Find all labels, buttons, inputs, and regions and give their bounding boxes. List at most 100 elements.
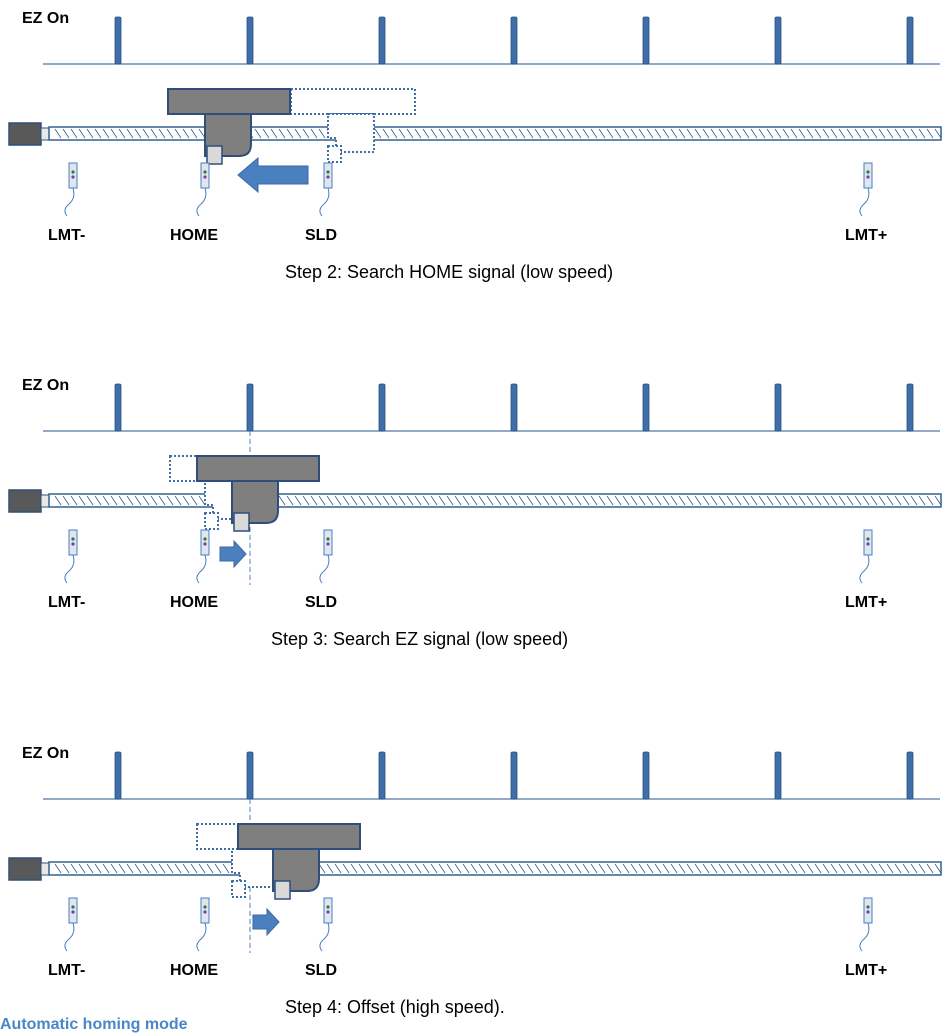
thread-mark (502, 495, 510, 506)
thread-mark (702, 128, 710, 139)
thread-mark (582, 128, 590, 139)
sensor-label-lmt-minus: LMT- (48, 594, 85, 611)
thread-mark (526, 128, 534, 139)
thread-mark (358, 863, 366, 874)
thread-mark (566, 495, 574, 506)
thread-mark (822, 128, 830, 139)
sensor-led-purple (866, 910, 870, 914)
thread-mark (582, 863, 590, 874)
thread-mark (398, 128, 406, 139)
thread-mark (870, 495, 878, 506)
thread-mark (614, 863, 622, 874)
thread-mark (886, 495, 894, 506)
thread-mark (446, 495, 454, 506)
thread-mark (934, 495, 942, 506)
sensor-label-home: HOME (170, 227, 218, 244)
thread-mark (438, 128, 446, 139)
sensor-cable (859, 187, 870, 217)
thread-mark (630, 863, 638, 874)
thread-mark (758, 128, 766, 139)
carriage-dog (233, 512, 250, 532)
thread-mark (478, 128, 486, 139)
thread-mark (830, 495, 838, 506)
step-caption: Step 3: Search EZ signal (low speed) (271, 629, 568, 649)
motor (8, 122, 42, 146)
thread-mark (694, 863, 702, 874)
thread-mark (606, 495, 614, 506)
sensor-label-sld: SLD (305, 962, 337, 979)
thread-mark (606, 128, 614, 139)
thread-mark (134, 495, 142, 506)
thread-mark (774, 863, 782, 874)
thread-mark (150, 495, 158, 506)
thread-mark (334, 495, 342, 506)
thread-mark (806, 128, 814, 139)
thread-mark (326, 495, 334, 506)
ez-pulse (246, 16, 254, 65)
thread-mark (878, 495, 886, 506)
thread-mark (654, 863, 662, 874)
step-caption: Step 4: Offset (high speed). (285, 997, 505, 1017)
thread-mark (806, 863, 814, 874)
thread-mark (62, 495, 70, 506)
thread-mark (926, 495, 934, 506)
thread-mark (334, 863, 342, 874)
thread-mark (342, 495, 350, 506)
thread-mark (854, 863, 862, 874)
thread-mark (374, 128, 382, 139)
thread-mark (318, 128, 326, 139)
thread-mark (918, 495, 926, 506)
thread-mark (574, 495, 582, 506)
sensor-led-green (326, 170, 330, 174)
thread-mark (494, 863, 502, 874)
thread-mark (622, 863, 630, 874)
thread-mark (638, 495, 646, 506)
thread-mark (614, 128, 622, 139)
thread-mark (614, 495, 622, 506)
thread-mark (422, 128, 430, 139)
thread-mark (422, 863, 430, 874)
ez-pulse (774, 751, 782, 800)
thread-mark (518, 863, 526, 874)
thread-mark (566, 128, 574, 139)
thread-mark (734, 863, 742, 874)
thread-mark (382, 495, 390, 506)
thread-mark (814, 495, 822, 506)
thread-mark (734, 128, 742, 139)
thread-mark (398, 495, 406, 506)
thread-mark (742, 495, 750, 506)
thread-mark (414, 495, 422, 506)
thread-mark (814, 128, 822, 139)
sensor-led-purple (71, 910, 75, 914)
thread-mark (798, 863, 806, 874)
thread-mark (478, 863, 486, 874)
thread-mark (590, 863, 598, 874)
sensor-home (196, 529, 210, 584)
thread-mark (598, 863, 606, 874)
thread-mark (574, 128, 582, 139)
thread-mark (798, 495, 806, 506)
sensor-led-purple (326, 910, 330, 914)
thread-mark (646, 128, 654, 139)
motor-coupling (40, 862, 50, 876)
thread-mark (222, 863, 230, 874)
thread-mark (478, 495, 486, 506)
thread-mark (622, 495, 630, 506)
thread-mark (654, 495, 662, 506)
thread-mark (862, 128, 870, 139)
sensor-label-lmt-minus: LMT- (48, 962, 85, 979)
thread-mark (662, 863, 670, 874)
motor (8, 857, 42, 881)
motor-coupling (40, 494, 50, 508)
thread-mark (502, 128, 510, 139)
sensor-cable (64, 554, 75, 584)
ez-pulse (114, 383, 122, 432)
sensor-label-home: HOME (170, 962, 218, 979)
ghost-dog (327, 145, 342, 163)
thread-mark (750, 863, 758, 874)
thread-mark (422, 495, 430, 506)
thread-mark (686, 495, 694, 506)
thread-mark (366, 863, 374, 874)
thread-mark (118, 863, 126, 874)
sensor-label-lmt-minus: LMT- (48, 227, 85, 244)
